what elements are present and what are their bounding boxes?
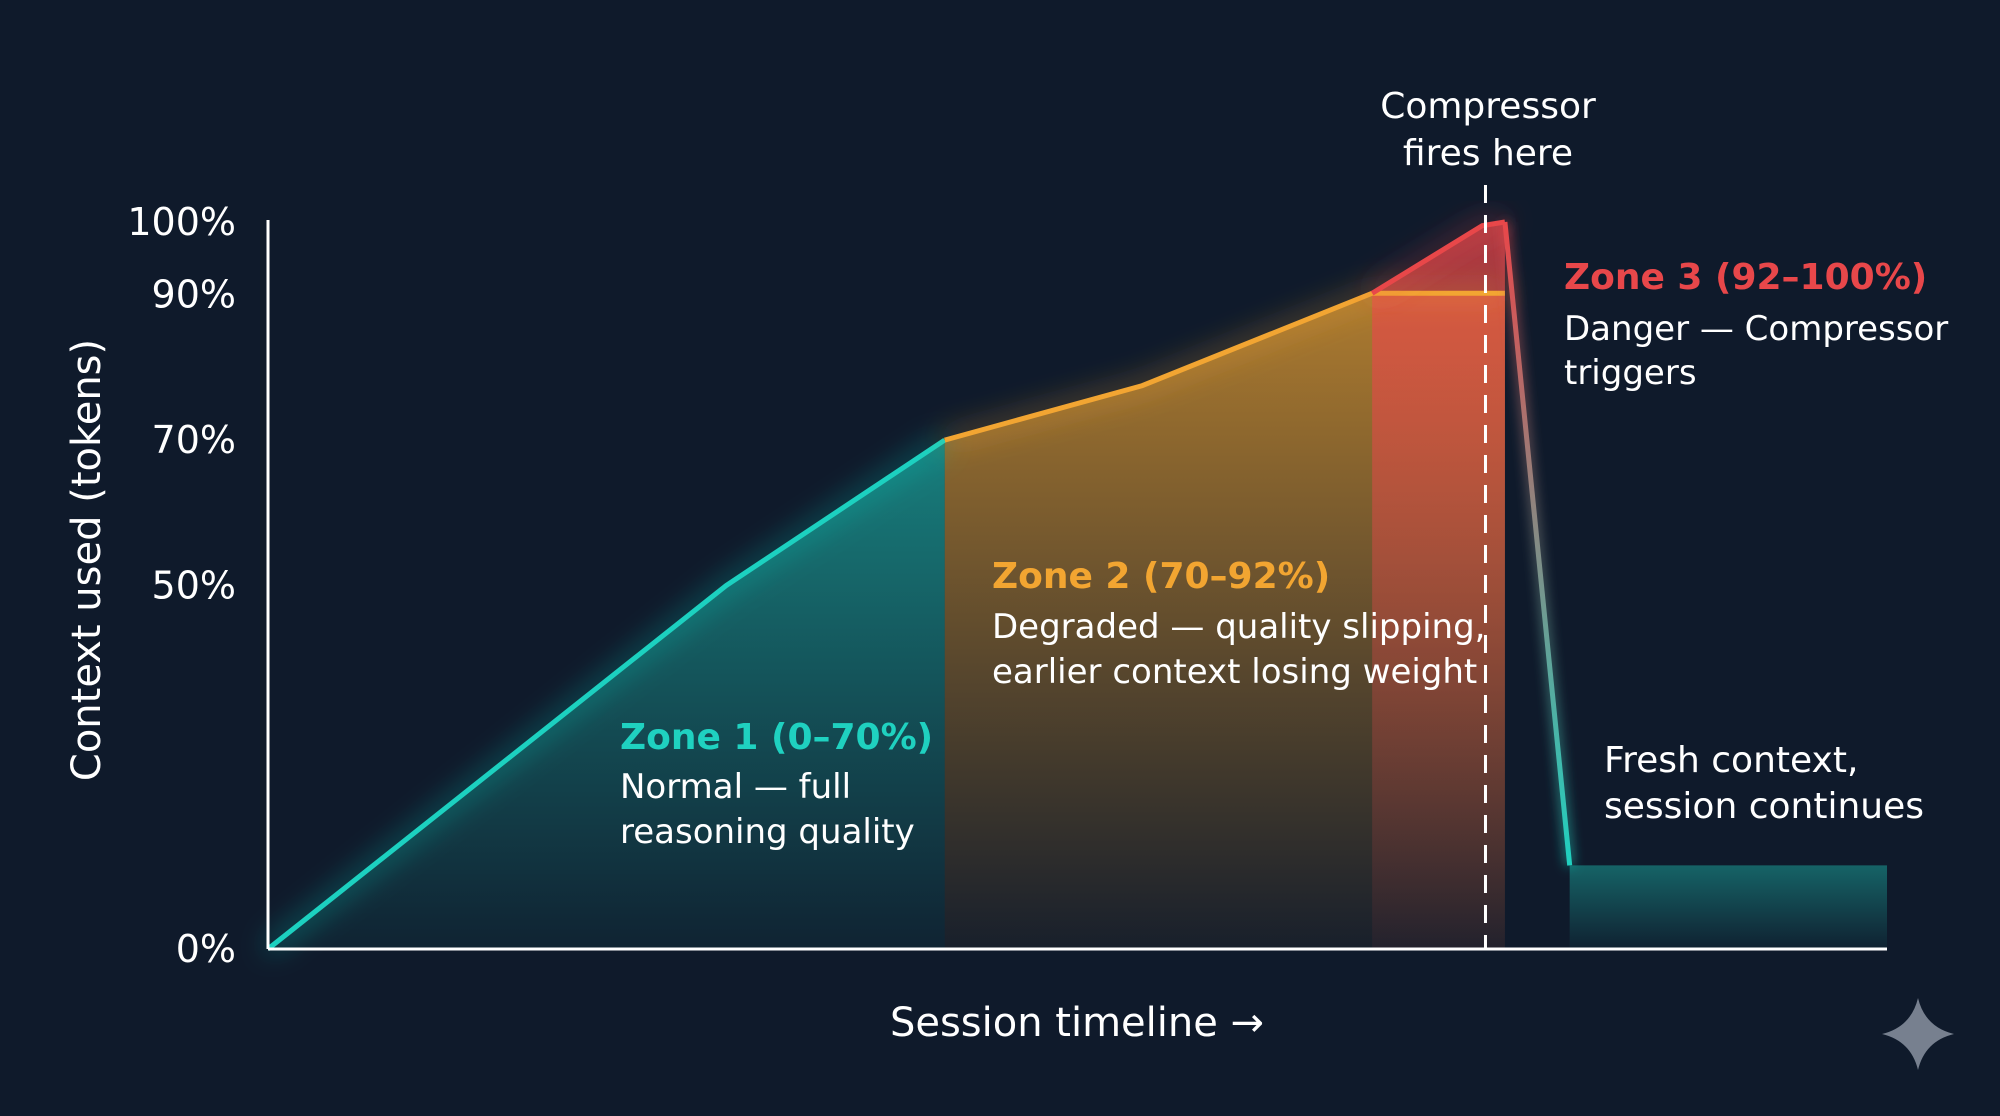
drop-line: [1502, 221, 1573, 866]
y-axis-title: Context used (tokens): [64, 339, 110, 781]
y-tick-label: 50%: [152, 564, 236, 608]
zone1-line: [266, 438, 947, 951]
y-tick-label: 90%: [152, 273, 236, 317]
zone1-area: [268, 440, 945, 949]
zone3-line: [1370, 219, 1506, 296]
zone3-desc-line2: triggers: [1564, 353, 1697, 393]
zone3-desc-line1: Danger — Compressor: [1564, 309, 1948, 349]
zone3-title: Zone 3 (92–100%): [1564, 257, 1927, 298]
compressor-label-line1: Compressor: [1380, 86, 1596, 127]
zone2-desc-line1: Degraded — quality slipping,: [992, 607, 1485, 647]
zone2-line: [944, 290, 1505, 443]
zone2-area: [944, 293, 1505, 950]
zone3-area: [1372, 222, 1505, 949]
fresh-context-line1: Fresh context,: [1604, 740, 1858, 781]
zone2-desc-line2: earlier context losing weight: [992, 652, 1477, 692]
y-tick-labels: 0% 50% 70% 90% 100%: [127, 200, 236, 971]
sparkle-icon: [1882, 998, 1954, 1070]
zone1-desc-line2: reasoning quality: [620, 812, 915, 852]
y-tick-label: 100%: [127, 200, 236, 244]
fresh-context-line2: session continues: [1604, 786, 1924, 827]
zone1-title: Zone 1 (0–70%): [620, 717, 933, 758]
compressor-label-line2: fires here: [1403, 133, 1573, 174]
zone2-title: Zone 2 (70–92%): [992, 556, 1330, 597]
x-axis-title: Session timeline →: [890, 1000, 1264, 1046]
zone1-desc-line1: Normal — full: [620, 767, 851, 807]
y-tick-label: 0%: [176, 927, 236, 971]
zone4-area: [1569, 865, 1887, 949]
y-tick-label: 70%: [152, 418, 236, 462]
